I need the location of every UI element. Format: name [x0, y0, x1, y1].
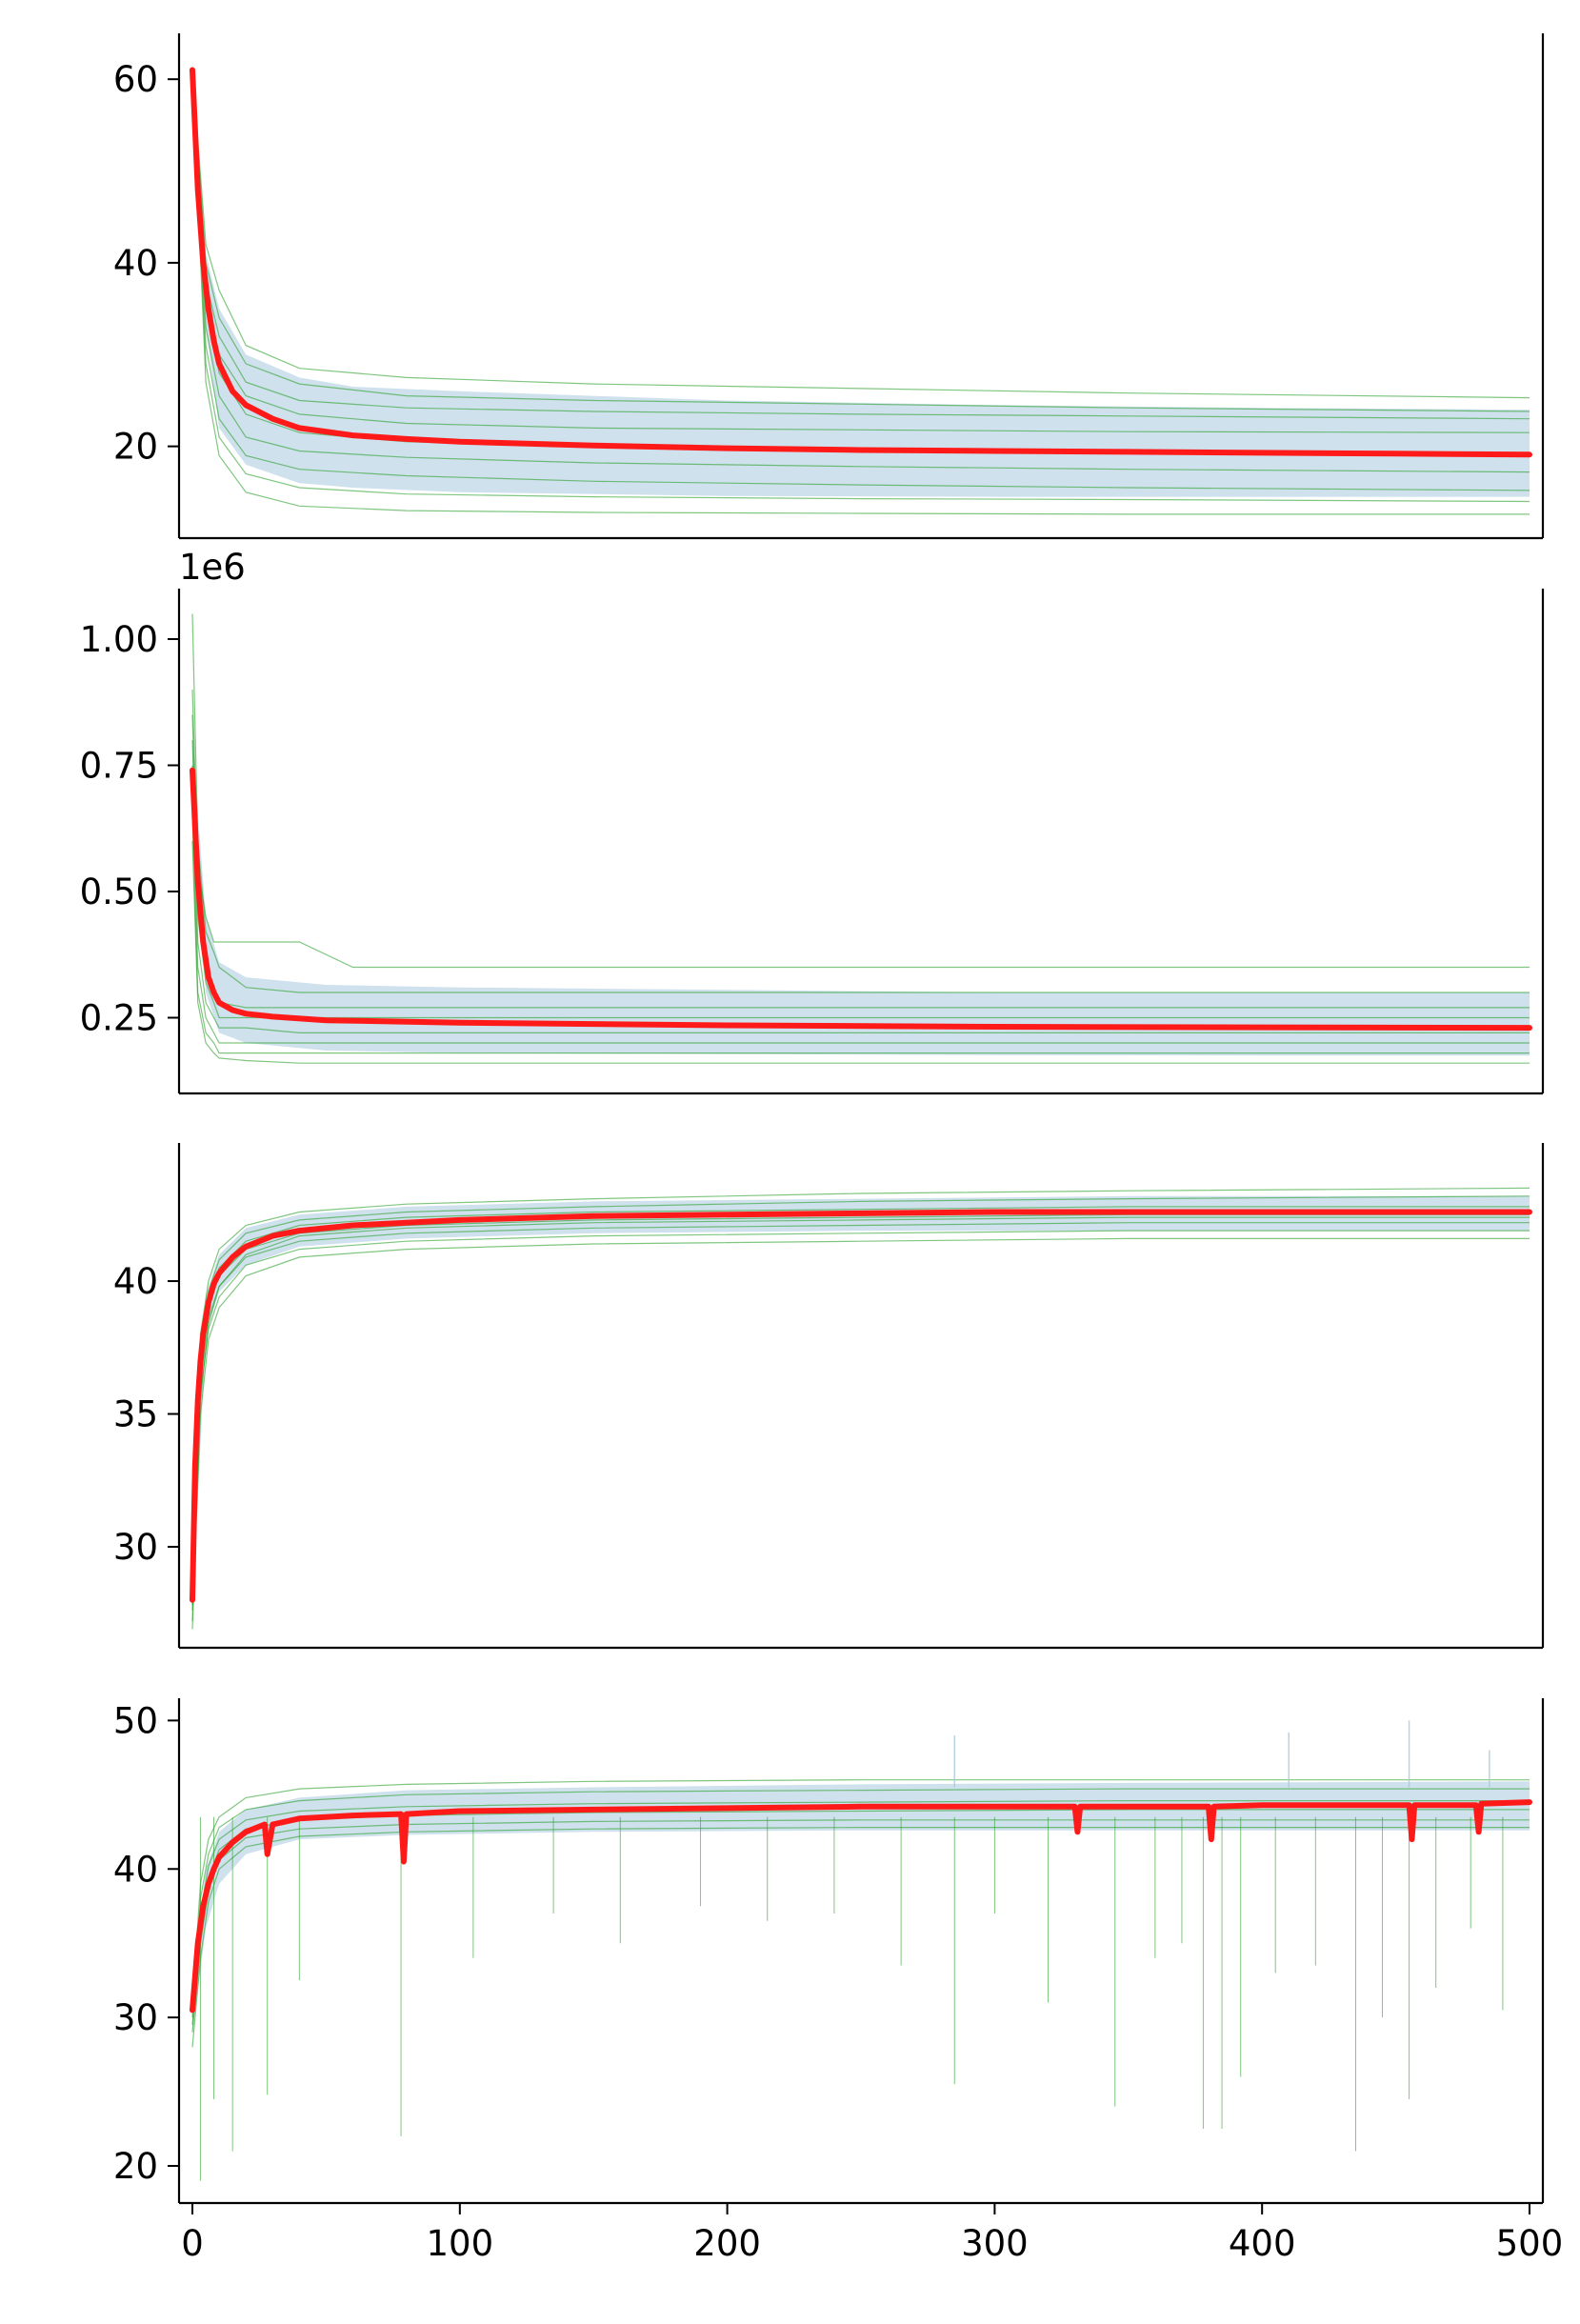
y-tick-label: 60	[113, 59, 158, 100]
run-line-2	[191, 689, 1530, 969]
y-tick-label: 40	[113, 1261, 158, 1302]
run-line-6	[191, 790, 1530, 1044]
y-tick-label: 40	[113, 1849, 158, 1890]
axes-spines	[177, 1698, 1545, 2205]
x-tick-label: 400	[1229, 2223, 1296, 2264]
std-band	[192, 60, 1530, 497]
mean-line	[190, 67, 1532, 458]
plot-area	[190, 60, 1532, 515]
run-line-7	[191, 70, 1530, 491]
mean-line	[190, 1799, 1532, 2013]
x-tick-label: 500	[1496, 2223, 1564, 2264]
plot-area	[190, 1720, 1532, 2181]
run-line-4	[191, 1809, 1530, 2025]
y-tick-label: 20	[113, 427, 158, 468]
x-tick-label: 100	[427, 2223, 494, 2264]
y-tick-label: 30	[113, 1527, 158, 1568]
x-tick-label: 200	[693, 2223, 761, 2264]
run-line-5	[191, 1222, 1530, 1606]
panel-3-rising-chart: 30 35 40	[113, 1143, 1545, 1650]
plot-area	[190, 1187, 1532, 1630]
run-line-5	[191, 1819, 1530, 2033]
run-line-3	[191, 714, 1530, 1009]
y-tick-label: 30	[113, 1997, 158, 2038]
run-line-8	[191, 1216, 1530, 1630]
run-line-6	[191, 1826, 1530, 2048]
std-band	[192, 1781, 1530, 2033]
run-line-4	[191, 70, 1530, 433]
y-tick-label: 35	[113, 1394, 158, 1435]
axes-spines	[177, 1143, 1545, 1650]
run-line-1	[191, 1187, 1530, 1595]
y-tick-label: 0.25	[80, 998, 158, 1039]
axes-spines	[177, 33, 1545, 540]
run-line-1	[191, 1779, 1530, 2003]
run-line-9	[191, 70, 1530, 515]
run-line-3	[191, 1206, 1530, 1600]
run-line-1	[191, 613, 1530, 993]
y-tick-label: 40	[113, 243, 158, 284]
run-line-7	[191, 1237, 1530, 1622]
y-tick-label: 1.00	[80, 619, 158, 660]
mean-line	[190, 1209, 1532, 1603]
run-line-8	[191, 70, 1530, 503]
run-line-4	[191, 739, 1530, 1019]
run-line-1	[191, 70, 1530, 399]
run-line-7	[191, 815, 1530, 1054]
x-tick-label: 0	[181, 2223, 204, 2264]
mean-line	[190, 767, 1532, 1032]
run-line-6	[191, 1230, 1530, 1611]
run-line-5	[191, 765, 1530, 1034]
run-line-3	[191, 1799, 1530, 2018]
plot-area	[190, 613, 1532, 1064]
y-tick-label: 0.75	[80, 746, 158, 787]
y-tick-label: 0.50	[80, 872, 158, 912]
run-line-6	[191, 70, 1530, 473]
run-line-4	[191, 1213, 1530, 1603]
y-tick-label: 50	[113, 1700, 158, 1741]
run-line-2	[191, 1788, 1530, 2011]
x-tick-label: 300	[961, 2223, 1029, 2264]
std-band	[192, 740, 1530, 1056]
std-band	[192, 1195, 1530, 1613]
panel-1-loss-chart: 20 40 60	[113, 33, 1545, 540]
run-line-2	[191, 1195, 1530, 1598]
panel-2-scaled-chart: 0.25 0.50 0.75 1.00 1e6	[80, 547, 1545, 1095]
run-line-2	[191, 70, 1530, 412]
axes-spines	[177, 589, 1545, 1095]
offset-text: 1e6	[179, 547, 246, 588]
run-line-8	[191, 840, 1530, 1064]
run-line-3	[191, 70, 1530, 420]
y-tick-label: 20	[113, 2146, 158, 2187]
